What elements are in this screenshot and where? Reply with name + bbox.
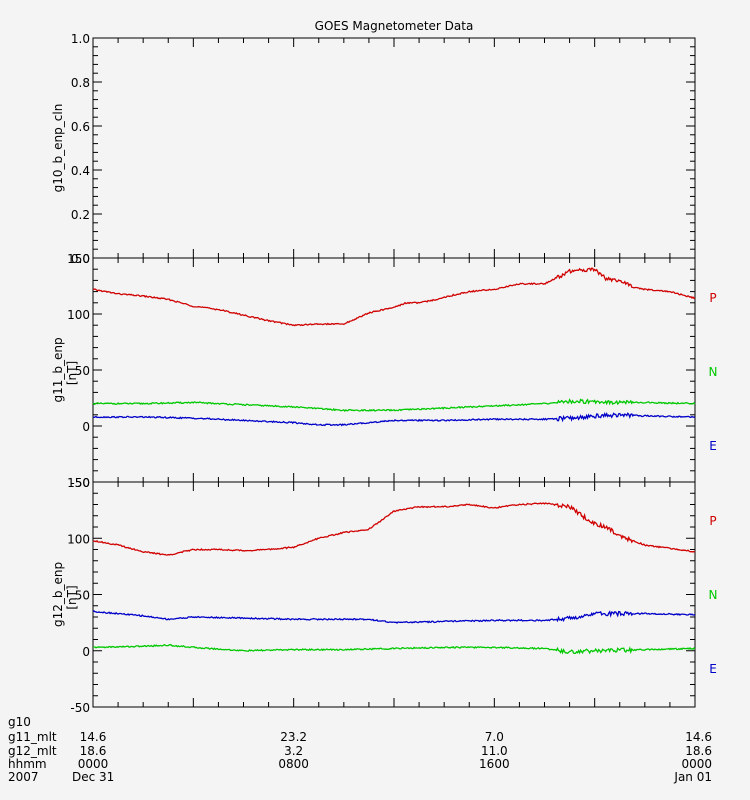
y-tick-label: 100 — [67, 532, 90, 546]
y-axis-label: g12_b_enp — [51, 562, 65, 627]
y-tick-label: 150 — [67, 476, 90, 490]
legend-label-P: P — [709, 514, 716, 528]
x-tick-value: 18.6 — [80, 744, 107, 758]
y-tick-label: 0 — [82, 420, 90, 434]
x-tick-value: Jan 01 — [673, 770, 712, 784]
series-line-N — [92, 643, 696, 655]
legend-label-P: P — [709, 291, 716, 305]
legend-label-N: N — [709, 365, 718, 379]
x-tick-value: 1600 — [479, 757, 510, 771]
x-tick-value: 0000 — [681, 757, 712, 771]
legend-label-E: E — [709, 439, 717, 453]
x-tick-value: Dec 31 — [72, 770, 114, 784]
y-tick-label: 50 — [75, 364, 90, 378]
x-row-label: g10 — [8, 715, 31, 729]
x-tick-value: 18.6 — [685, 744, 712, 758]
y-tick-label: -50 — [70, 476, 90, 490]
x-tick-value: 23.2 — [280, 730, 307, 744]
x-row-label: 2007 — [8, 770, 39, 784]
y-tick-label: -50 — [70, 701, 90, 715]
legend-label-N: N — [709, 588, 718, 602]
panel-2: -50 0 50 100 150 g11_b_enp [nT] P N E — [51, 252, 717, 490]
x-row-label: hhmm — [8, 757, 47, 771]
y-axis-units: [nT] — [65, 585, 79, 609]
y-tick-label: 0.2 — [71, 208, 90, 222]
x-axis-labels: g10g11_mltg12_mlthhmm200714.618.60000Dec… — [8, 715, 712, 784]
y-tick-label: 0 — [82, 645, 90, 659]
panel-3: -50 0 50 100 150 g12_b_enp [nT] P N E — [51, 476, 717, 715]
y-axis-label: g10_b_enp_cln — [51, 104, 65, 193]
chart-title: GOES Magnetometer Data — [315, 19, 474, 33]
y-tick-label: 100 — [67, 308, 90, 322]
x-tick-value: 3.2 — [284, 744, 303, 758]
y-tick-label: 0.0 — [71, 252, 90, 266]
y-tick-label: 50 — [75, 589, 90, 603]
series-line-P — [92, 267, 696, 327]
y-tick-label: 0.6 — [71, 120, 90, 134]
panels-group: 0.0 0.2 0.4 0.6 0.8 1.0 g10_b_enp_cln -50 0 50 100… — [51, 32, 717, 715]
series-line-P — [92, 502, 696, 556]
y-tick-label: 1.0 — [71, 32, 90, 46]
x-tick-value: 7.0 — [485, 730, 504, 744]
x-tick-value: 0800 — [278, 757, 309, 771]
y-axis-label: g11_b_enp — [51, 337, 65, 402]
series-line-E — [92, 610, 696, 625]
x-tick-value: 11.0 — [481, 744, 508, 758]
y-tick-label: 0.8 — [71, 76, 90, 90]
x-tick-value: 0000 — [78, 757, 109, 771]
series-line-E — [92, 411, 696, 427]
series-line-N — [92, 398, 696, 412]
y-tick-label: 0.4 — [71, 164, 90, 178]
x-tick-value: 14.6 — [80, 730, 107, 744]
legend-label-E: E — [709, 662, 717, 676]
x-tick-value: 14.6 — [685, 730, 712, 744]
x-row-label: g12_mlt — [8, 744, 57, 758]
x-row-label: g11_mlt — [8, 730, 57, 744]
y-tick-label: 150 — [67, 252, 90, 266]
y-axis-units: [nT] — [65, 361, 79, 385]
